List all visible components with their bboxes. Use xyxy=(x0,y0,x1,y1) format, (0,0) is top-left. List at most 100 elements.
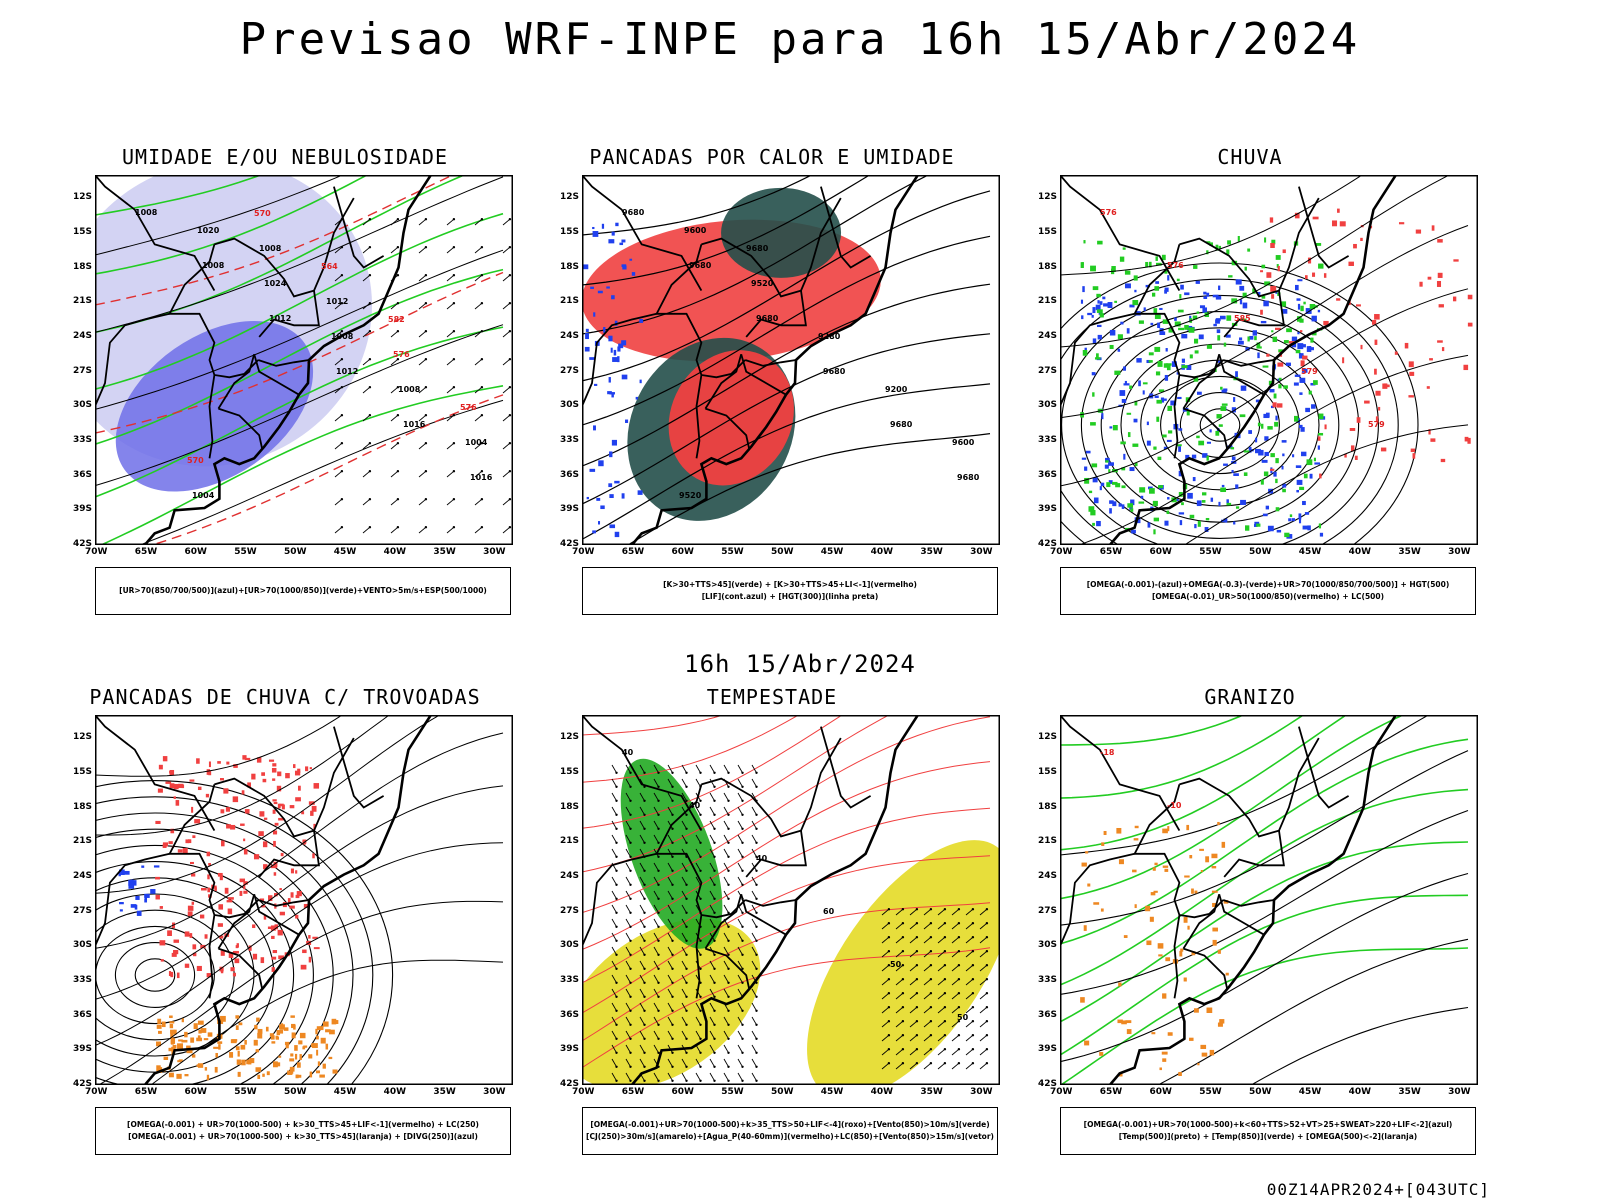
contour-label: 50 xyxy=(957,1013,969,1022)
lat-tick-label: 27S xyxy=(1038,905,1058,916)
contour-label: 1016 xyxy=(470,473,493,482)
temp500-black xyxy=(1060,715,1469,1085)
contour-label: 1016 xyxy=(403,420,426,429)
lon-tick-label: 55W xyxy=(234,1087,257,1097)
lon-tick-label: 60W xyxy=(1149,1087,1172,1097)
contour-label: 1008 xyxy=(202,261,225,270)
lat-tick-label: 36S xyxy=(560,1009,580,1020)
lon-tick-label: 55W xyxy=(721,547,744,557)
lon-tick-label: 30W xyxy=(970,1087,993,1097)
omega-green-area xyxy=(1080,235,1324,538)
map-outline xyxy=(95,715,433,1085)
lat-tick-label: 27S xyxy=(560,365,580,376)
contour-label: 1004 xyxy=(465,438,488,447)
lat-tick-label: 42S xyxy=(73,539,93,549)
contour-label: 9680 xyxy=(890,420,913,429)
lat-tick-label: 21S xyxy=(1038,836,1058,847)
lat-tick-label: 33S xyxy=(1038,974,1058,985)
lat-tick-label: 42S xyxy=(1038,1079,1058,1089)
lat-tick-label: 33S xyxy=(73,434,93,445)
lat-tick-label: 42S xyxy=(1038,539,1058,549)
lon-tick-label: 60W xyxy=(184,1087,207,1097)
panel-title: TEMPESTADE xyxy=(706,685,838,709)
contour-label: 582 xyxy=(388,315,405,324)
map-outline xyxy=(1060,715,1398,1085)
lat-tick-label: 42S xyxy=(560,1079,580,1089)
lon-tick-label: 30W xyxy=(483,547,506,557)
panel-legend: [UR>70(850/700/500)](azul)+[UR>70(1000/8… xyxy=(95,567,511,615)
lon-tick-label: 35W xyxy=(433,1087,456,1097)
lat-tick-label: 39S xyxy=(1038,504,1058,515)
panel-legend: [OMEGA(-0.001)-(azul)+OMEGA(-0.3)-(verde… xyxy=(1060,567,1476,615)
lat-tick-label: 12S xyxy=(73,732,93,743)
lon-tick-label: 40W xyxy=(383,547,407,557)
lat-tick-label: 18S xyxy=(73,801,93,812)
contour-label: 9680 xyxy=(622,208,645,217)
lat-tick-label: 30S xyxy=(560,400,580,411)
lat-tick-label: 21S xyxy=(560,296,580,307)
lon-tick-label: 70W xyxy=(572,547,595,557)
lat-tick-label: 30S xyxy=(560,940,580,951)
lon-tick-label: 35W xyxy=(920,1087,943,1097)
lon-tick-label: 70W xyxy=(85,1087,108,1097)
lat-tick-label: 21S xyxy=(73,836,93,847)
lat-tick-label: 39S xyxy=(73,504,93,515)
green-humidity-contours xyxy=(95,175,504,545)
lat-tick-label: 27S xyxy=(1038,365,1058,376)
contour-label: 60 xyxy=(823,907,835,916)
lat-tick-label: 15S xyxy=(73,226,93,237)
lat-tick-label: 18S xyxy=(73,261,93,272)
temp850-green xyxy=(1060,715,1469,1085)
lon-tick-label: 65W xyxy=(1099,1087,1123,1097)
panel-legend: [OMEGA(-0.001)+UR>70(1000-500)+k<60+TTS>… xyxy=(1060,1107,1476,1155)
contour-label: 9680 xyxy=(689,261,712,270)
lon-tick-label: 55W xyxy=(1199,1087,1222,1097)
contour-label: 9680 xyxy=(823,367,846,376)
instability-teal-north xyxy=(721,187,842,278)
legend-line: [CJ(250)>30m/s](amarelo)+[Agua_P(40-60mm… xyxy=(586,1132,994,1141)
lat-tick-label: 30S xyxy=(1038,940,1058,951)
lat-tick-label: 18S xyxy=(560,801,580,812)
lon-tick-label: 55W xyxy=(721,1087,744,1097)
lat-tick-label: 24S xyxy=(1038,870,1058,881)
lat-tick-label: 33S xyxy=(73,974,93,985)
contour-label: 1024 xyxy=(264,279,287,288)
map-frame: 1008 1008 1012 1012 1016 1016 1020 1024 1008 1008… xyxy=(95,175,513,545)
contour-label: 9680 xyxy=(756,314,779,323)
contour-label: 576 xyxy=(460,403,477,412)
lat-tick-label: 18S xyxy=(560,261,580,272)
lon-tick-label: 50W xyxy=(771,547,794,557)
thunder-orange-area xyxy=(156,1015,339,1081)
lon-tick-label: 35W xyxy=(1398,1087,1421,1097)
contour-label: 570 xyxy=(187,456,204,465)
contour-label: 1020 xyxy=(197,226,220,235)
map-frame: 9680 9680 9680 9680 9680 9680 9600 9520 9280 9200… xyxy=(582,175,1000,545)
lat-tick-label: 39S xyxy=(1038,1044,1058,1055)
legend-line: [OMEGA(-0.01)_UR>50(1000/850)(vermelho) … xyxy=(1151,592,1385,601)
lat-tick-label: 39S xyxy=(560,1044,580,1055)
lon-tick-label: 45W xyxy=(1298,1087,1322,1097)
lat-tick-label: 33S xyxy=(560,434,580,445)
contour-label: 585 xyxy=(1234,314,1251,323)
panel-title: PANCADAS DE CHUVA C/ TROVOADAS xyxy=(89,685,481,709)
contour-label: 576 xyxy=(393,350,410,359)
panel-title: UMIDADE E/OU NEBULOSIDADE xyxy=(121,145,449,169)
lat-tick-label: 36S xyxy=(1038,1009,1058,1020)
divergence-blue xyxy=(118,865,160,916)
contour-label: 1008 xyxy=(135,208,158,217)
lon-tick-label: 70W xyxy=(1050,1087,1073,1097)
contour-label: 576 xyxy=(1167,261,1184,270)
lat-tick-label: 42S xyxy=(560,539,580,549)
legend-line: [K>30+TTS>45](verde) + [K>30+TTS>45+LI<-… xyxy=(663,580,917,589)
legend-line: [OMEGA(-0.001) + UR>70(1000-500) + k>30_… xyxy=(128,1132,478,1141)
lon-tick-label: 45W xyxy=(333,547,357,557)
lon-tick-label: 45W xyxy=(333,1087,357,1097)
lon-tick-label: 50W xyxy=(284,1087,307,1097)
lon-tick-label: 30W xyxy=(1448,547,1471,557)
lat-tick-label: 30S xyxy=(1038,400,1058,411)
contour-label: 9680 xyxy=(746,244,769,253)
precip-water-red xyxy=(582,715,991,1069)
lat-tick-label: 27S xyxy=(73,905,93,916)
contour-label: 1008 xyxy=(398,385,421,394)
lon-tick-label: 40W xyxy=(383,1087,407,1097)
